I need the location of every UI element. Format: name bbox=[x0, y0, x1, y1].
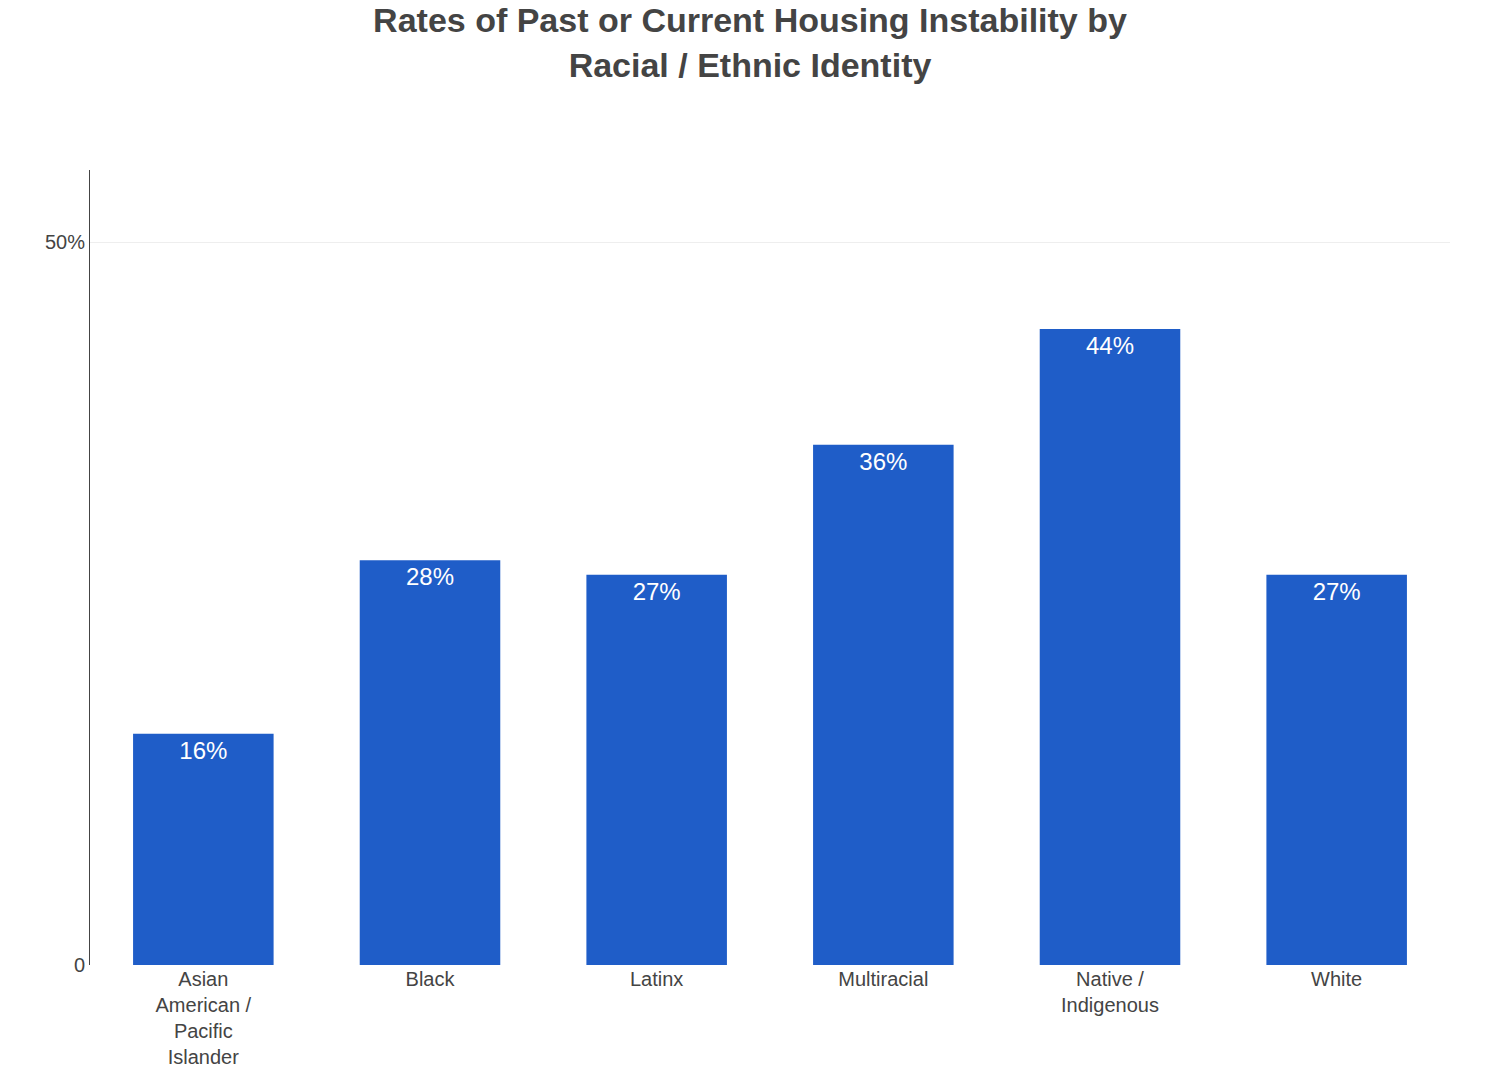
svg-text:0: 0 bbox=[74, 954, 85, 976]
svg-text:50%: 50% bbox=[45, 231, 85, 253]
svg-text:Latinx: Latinx bbox=[630, 968, 683, 990]
svg-text:Black: Black bbox=[406, 968, 456, 990]
svg-text:27%: 27% bbox=[1313, 578, 1361, 605]
svg-text:36%: 36% bbox=[859, 448, 907, 475]
svg-text:27%: 27% bbox=[633, 578, 681, 605]
svg-text:White: White bbox=[1311, 968, 1362, 990]
svg-text:Native /Indigenous: Native /Indigenous bbox=[1061, 968, 1159, 1016]
svg-text:Rates of Past or Current Housi: Rates of Past or Current Housing Instabi… bbox=[373, 1, 1127, 83]
svg-text:16%: 16% bbox=[179, 737, 227, 764]
svg-text:AsianAmerican /PacificIslander: AsianAmerican /PacificIslander bbox=[156, 968, 252, 1068]
svg-text:28%: 28% bbox=[406, 563, 454, 590]
svg-text:Multiracial: Multiracial bbox=[838, 968, 928, 990]
svg-text:44%: 44% bbox=[1086, 332, 1134, 359]
